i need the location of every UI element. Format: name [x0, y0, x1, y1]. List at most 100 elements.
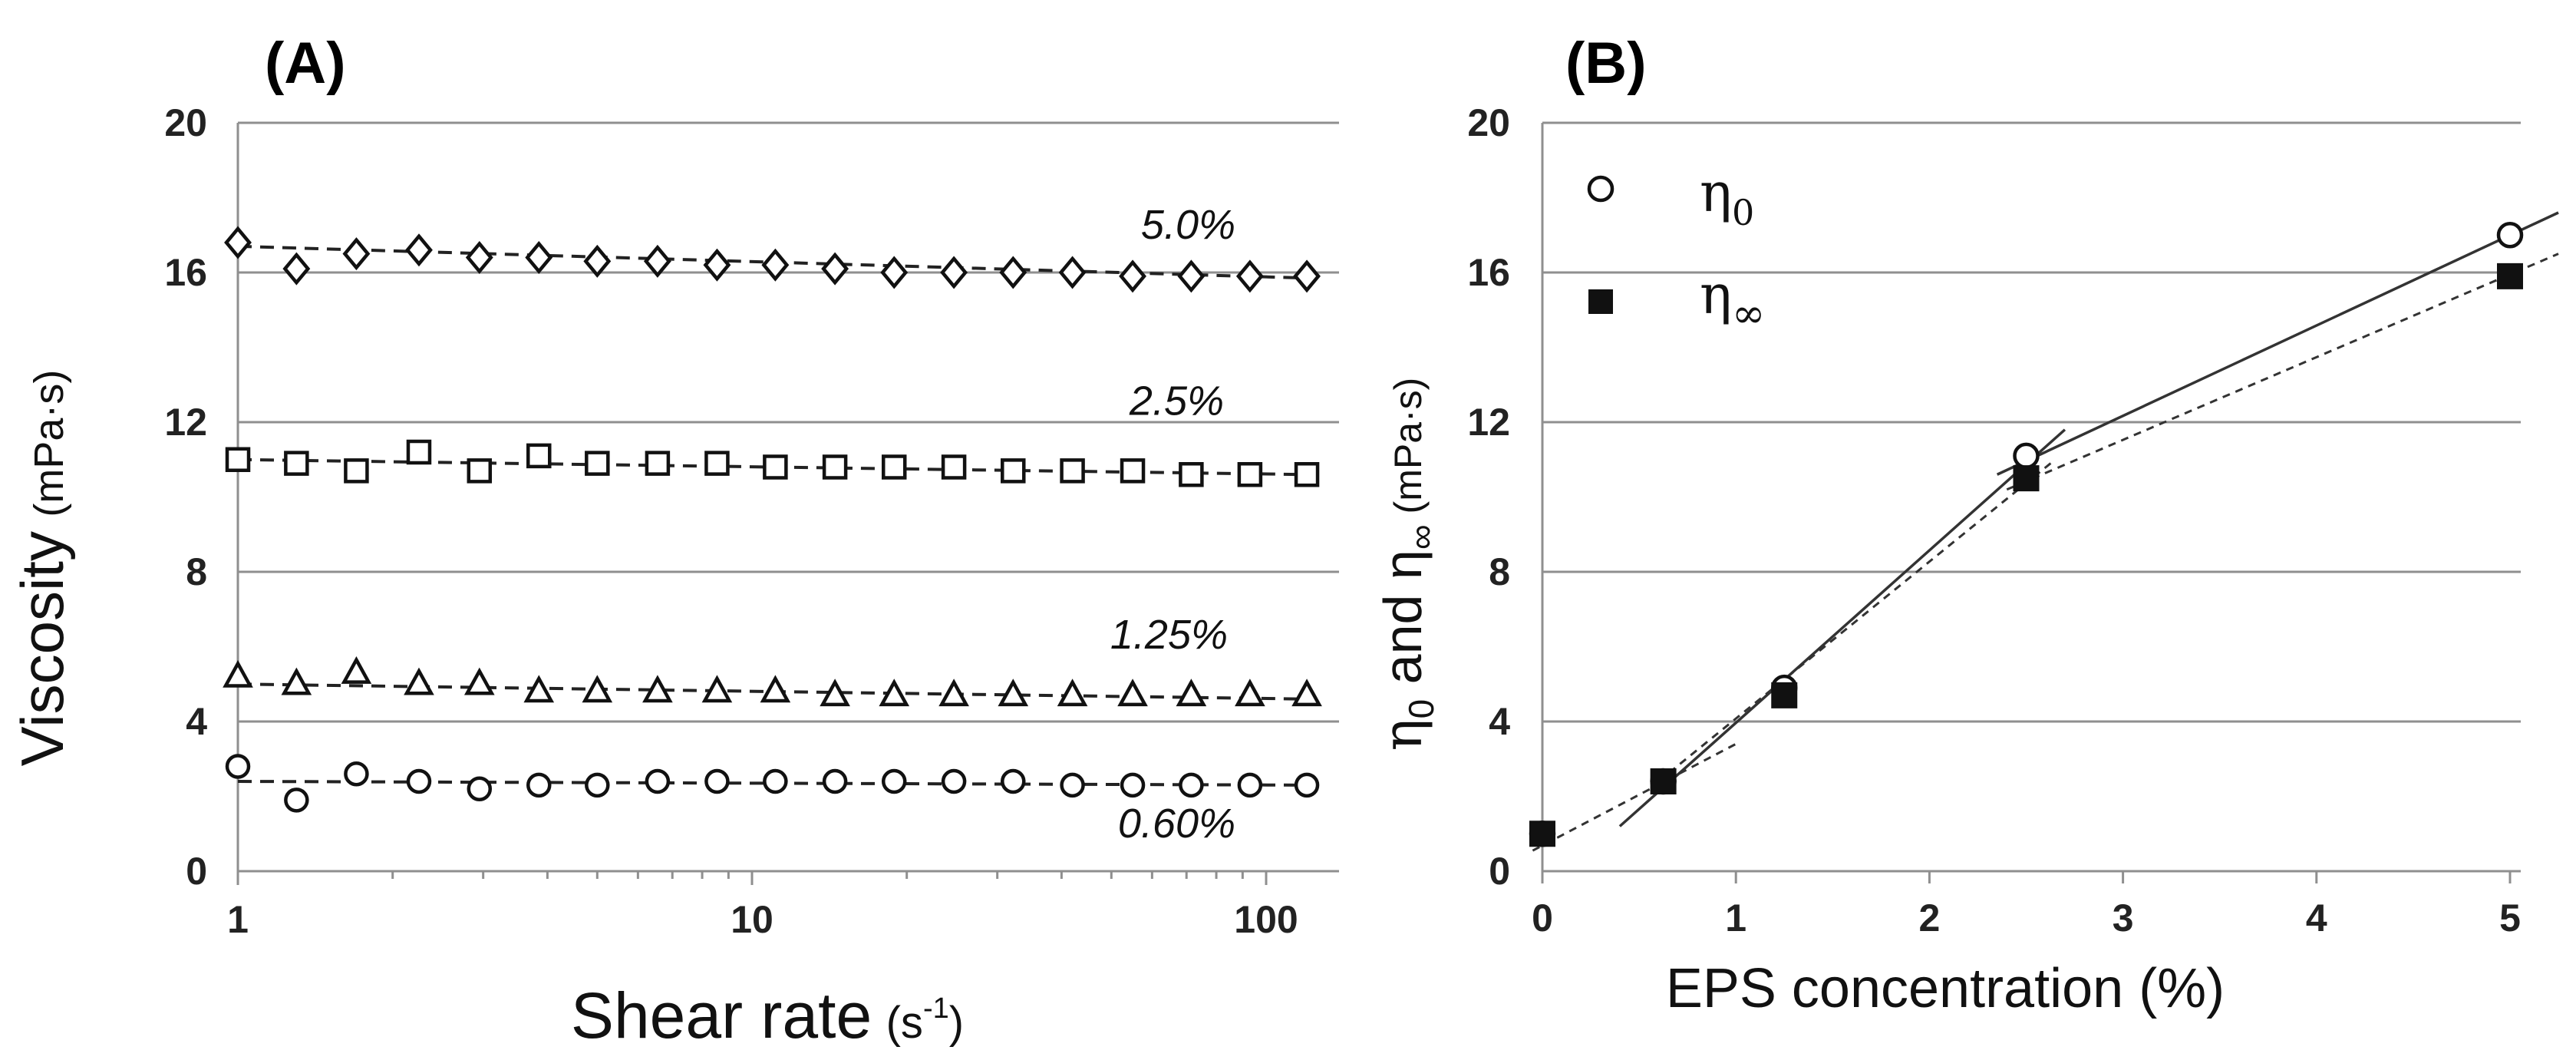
- a-marker-diamond: [761, 248, 790, 282]
- a-marker-triangle: [879, 679, 910, 707]
- a-y-tick-label: 0: [186, 850, 207, 893]
- panel-b-y-ticks: 0 4 8 12 16 20: [1467, 101, 1510, 893]
- a-series-label: 5.0%: [1141, 202, 1235, 248]
- a-series-label: 0.60%: [1118, 801, 1235, 847]
- a-marker-square: [1294, 462, 1320, 487]
- a-marker-triangle: [701, 675, 733, 703]
- a-series-label: 1.25%: [1110, 612, 1228, 658]
- b-marker-eta-inf: [2013, 465, 2040, 492]
- a-marker-square: [704, 451, 730, 476]
- a-marker-triangle: [1176, 679, 1207, 707]
- a-marker-diamond: [999, 256, 1027, 289]
- panel-b-x-title: EPS concentration (%): [1666, 958, 2225, 1019]
- a-marker-diamond: [282, 252, 311, 286]
- a-marker-square: [645, 451, 671, 476]
- a-marker-square: [822, 454, 848, 480]
- panel-b-axes: [1541, 123, 2521, 883]
- b-marker-eta-inf: [1650, 768, 1677, 794]
- panel-a-x-title: Shear rate (s-1): [571, 979, 964, 1052]
- a-y-tick-label: 12: [164, 401, 207, 444]
- a-marker-square: [526, 443, 552, 469]
- a-marker-diamond: [821, 252, 849, 286]
- a-marker-square: [284, 451, 309, 476]
- a-marker-circle: [526, 772, 552, 798]
- a-marker-triangle: [760, 675, 791, 703]
- a-marker-circle: [704, 768, 730, 794]
- a-marker-circle: [1294, 772, 1320, 798]
- a-marker-diamond: [525, 240, 553, 275]
- b-y-tick-label: 12: [1467, 401, 1510, 444]
- a-marker-circle: [406, 768, 432, 794]
- a-marker-square: [1001, 458, 1026, 484]
- a-marker-triangle: [998, 679, 1029, 707]
- a-marker-square: [1060, 458, 1085, 484]
- b-x-tick-label: 1: [1725, 897, 1746, 939]
- b-y-tick-label: 20: [1467, 101, 1510, 144]
- a-marker-circle: [1001, 768, 1026, 794]
- a-marker-circle: [1237, 772, 1263, 798]
- a-marker-square: [1120, 458, 1146, 484]
- b-trendline-dashed: [2006, 253, 2559, 491]
- b-x-tick-label: 2: [1918, 897, 1940, 939]
- a-marker-diamond: [880, 256, 909, 289]
- b-x-tick-label: 0: [1532, 897, 1553, 939]
- panel-a-y-ticks: 0 4 8 12 16 20: [164, 101, 207, 893]
- b-marker-eta0: [2496, 222, 2524, 249]
- panel-b-y-title: η0 and η∞ (mPa·s): [1371, 378, 1441, 751]
- a-marker-circle: [1120, 772, 1146, 798]
- a-marker-circle: [941, 768, 967, 794]
- b-trendline-solid: [1996, 211, 2559, 476]
- a-marker-square: [225, 447, 251, 472]
- a-marker-triangle: [404, 667, 434, 695]
- a-marker-diamond: [1235, 259, 1264, 293]
- b-x-tick-label: 4: [2306, 897, 2327, 939]
- panel-a-x-ticks: 1 10 100: [227, 898, 1298, 941]
- a-marker-triangle: [463, 667, 495, 695]
- a-y-tick-label: 4: [186, 700, 207, 743]
- a-series-label: 2.5%: [1129, 378, 1224, 424]
- a-y-tick-label: 16: [164, 251, 207, 294]
- legend-marker-eta0: [1587, 175, 1615, 203]
- b-marker-eta-inf: [1771, 682, 1798, 708]
- a-marker-diamond: [643, 244, 671, 278]
- b-x-tick-label: 3: [2113, 897, 2134, 939]
- a-marker-diamond: [1058, 256, 1087, 289]
- a-marker-circle: [822, 768, 848, 794]
- a-marker-diamond: [583, 244, 612, 278]
- b-x-tick-label: 5: [2499, 897, 2521, 939]
- a-marker-diamond: [703, 248, 731, 282]
- legend-label-eta-inf: η∞: [1700, 263, 1765, 337]
- a-marker-triangle: [341, 655, 372, 684]
- b-y-tick-label: 16: [1467, 251, 1510, 294]
- panel-b-label: (B): [1565, 31, 1647, 96]
- a-marker-triangle: [281, 667, 312, 695]
- a-marker-triangle: [642, 675, 673, 703]
- b-marker-eta-inf: [1529, 821, 1555, 847]
- a-y-tick-label: 8: [186, 550, 207, 593]
- panel-b-trendlines: [1532, 211, 2559, 852]
- a-marker-diamond: [1293, 259, 1321, 293]
- a-marker-square: [1237, 462, 1263, 487]
- panel-b-gridlines: [1542, 121, 2521, 723]
- a-marker-diamond: [940, 256, 968, 289]
- a-y-tick-label: 20: [164, 101, 207, 144]
- b-y-tick-label: 4: [1489, 700, 1510, 743]
- a-marker-diamond: [405, 233, 433, 267]
- a-marker-circle: [881, 768, 907, 794]
- a-marker-square: [585, 451, 610, 476]
- a-marker-circle: [763, 768, 788, 794]
- a-x-tick-label: 1: [227, 898, 249, 941]
- a-marker-circle: [645, 768, 671, 794]
- a-marker-square: [344, 458, 369, 484]
- panel-b-legend: η0 η∞: [1587, 161, 1765, 337]
- a-marker-diamond: [1177, 259, 1206, 293]
- a-marker-square: [763, 454, 788, 480]
- a-marker-circle: [467, 776, 493, 801]
- a-marker-triangle: [1291, 679, 1322, 707]
- a-marker-circle: [585, 772, 610, 798]
- a-marker-circle: [284, 788, 309, 813]
- a-marker-triangle: [1235, 679, 1265, 707]
- b-y-tick-label: 8: [1489, 550, 1510, 593]
